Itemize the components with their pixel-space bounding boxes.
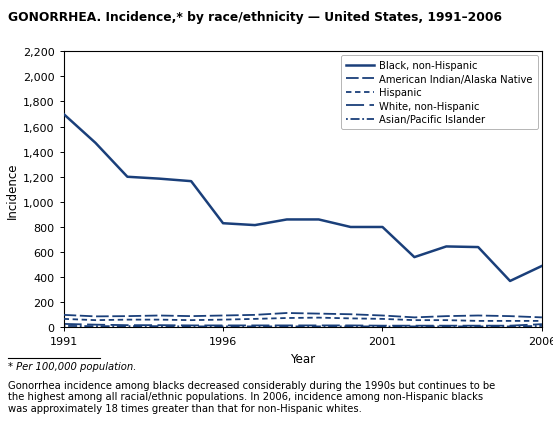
Text: * Per 100,000 population.: * Per 100,000 population. xyxy=(8,361,137,371)
Text: GONORRHEA. Incidence,* by race/ethnicity — United States, 1991–2006: GONORRHEA. Incidence,* by race/ethnicity… xyxy=(8,11,502,24)
X-axis label: Year: Year xyxy=(290,352,315,365)
Legend: Black, non-Hispanic, American Indian/Alaska Native, Hispanic, White, non-Hispani: Black, non-Hispanic, American Indian/Ala… xyxy=(341,56,538,130)
Y-axis label: Incidence: Incidence xyxy=(6,162,19,218)
Text: Gonorrhea incidence among blacks decreased considerably during the 1990s but con: Gonorrhea incidence among blacks decreas… xyxy=(8,380,495,413)
